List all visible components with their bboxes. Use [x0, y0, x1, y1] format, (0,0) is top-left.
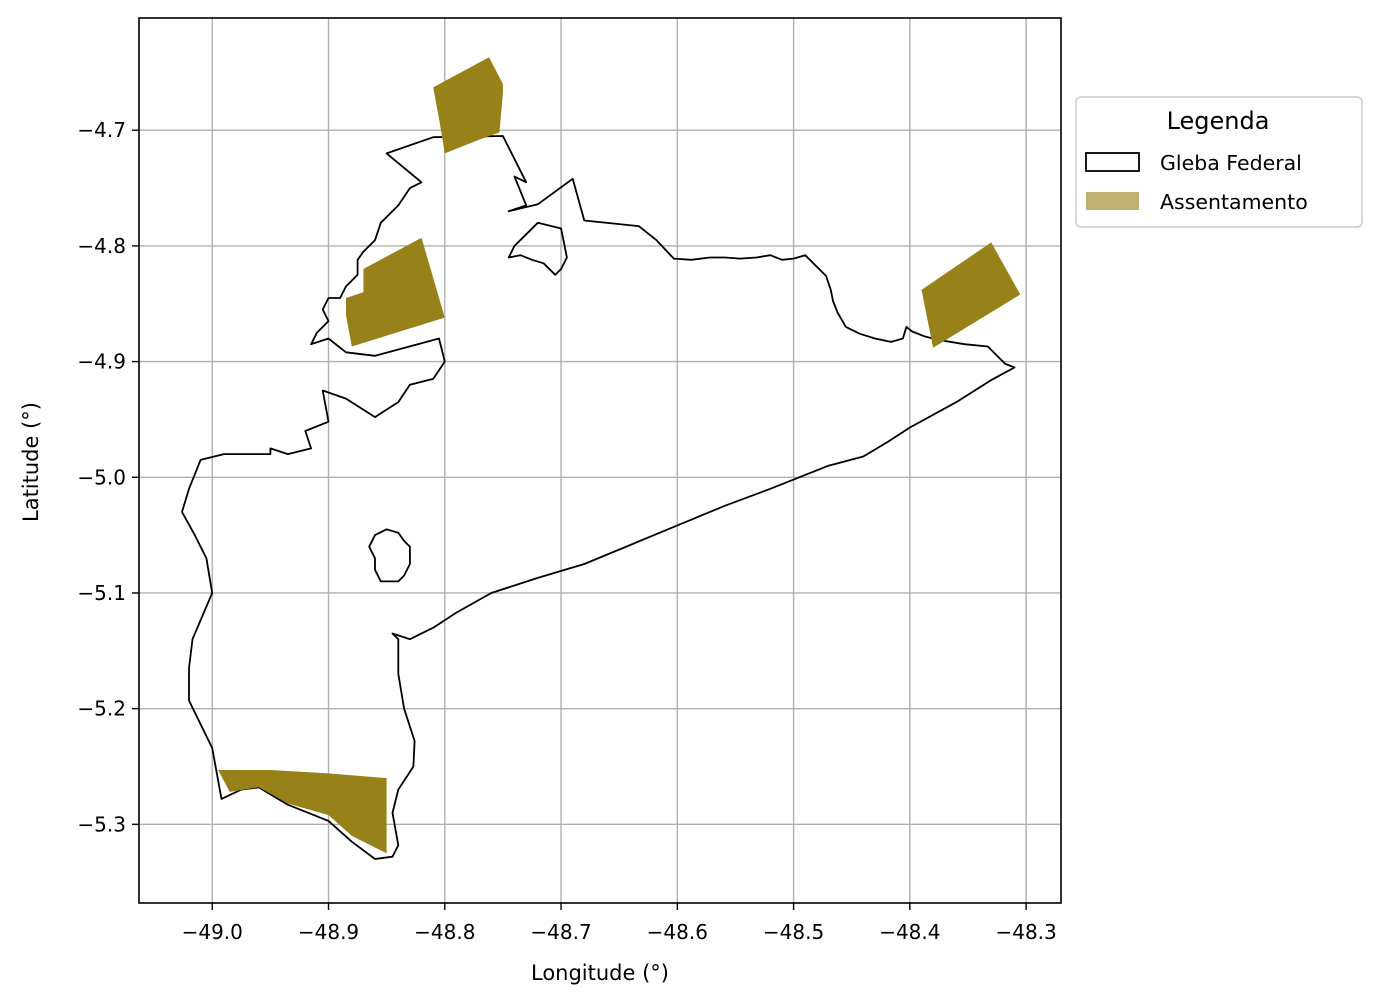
x-tick-label: −48.4	[879, 920, 940, 944]
y-tick-label: −5.2	[77, 697, 126, 721]
y-tick-label: −4.9	[77, 350, 126, 374]
plot-area	[138, 17, 1062, 904]
legend-box	[1075, 96, 1363, 228]
x-tick-label: −48.7	[530, 920, 591, 944]
y-axis-ticks: −4.7 −4.8 −4.9 −5.0 −5.1 −5.2 −5.3	[77, 118, 139, 836]
axes-background	[139, 18, 1061, 903]
y-tick-label: −5.1	[77, 581, 126, 605]
assentamento-polygon	[218, 770, 387, 854]
legend: Legenda Gleba Federal Assentamento	[1075, 96, 1363, 228]
assentamento-polygon	[433, 57, 503, 154]
legend-label-assentamento: Assentamento	[1160, 190, 1308, 214]
x-tick-label: −48.5	[763, 920, 824, 944]
layer-gleba-federal	[181, 135, 1016, 860]
gleba-federal-outline	[368, 528, 411, 583]
y-tick-label: −5.3	[77, 812, 126, 836]
legend-swatch-assentamento	[1086, 192, 1139, 210]
layer-assentamento	[218, 57, 1021, 854]
x-tick-label: −48.3	[995, 920, 1056, 944]
x-tick-label: −48.6	[647, 920, 708, 944]
x-tick-label: −48.9	[298, 920, 359, 944]
y-axis-label: Latitude (°)	[19, 402, 43, 522]
axes-frame	[138, 17, 1062, 904]
x-tick-label: −49.0	[182, 920, 243, 944]
legend-label-gleba: Gleba Federal	[1160, 151, 1302, 175]
y-tick-label: −5.0	[77, 465, 126, 489]
assentamento-polygon	[346, 237, 445, 347]
gleba-federal-outline	[181, 135, 1016, 860]
y-gridlines	[139, 129, 1061, 826]
x-tick-label: −48.8	[414, 920, 475, 944]
assentamento-polygon	[921, 242, 1021, 348]
legend-swatch-gleba	[1085, 152, 1140, 172]
map-layers	[181, 57, 1021, 860]
gleba-federal-outline	[507, 221, 568, 276]
x-axis-label: Longitude (°)	[531, 961, 669, 985]
y-tick-label: −4.8	[77, 234, 126, 258]
y-tick-label: −4.7	[77, 118, 126, 142]
legend-title: Legenda	[1167, 107, 1270, 135]
x-gridlines	[211, 18, 1027, 903]
x-axis-ticks: −49.0 −48.9 −48.8 −48.7 −48.6 −48.5 −48.4 −48.3	[182, 903, 1057, 944]
